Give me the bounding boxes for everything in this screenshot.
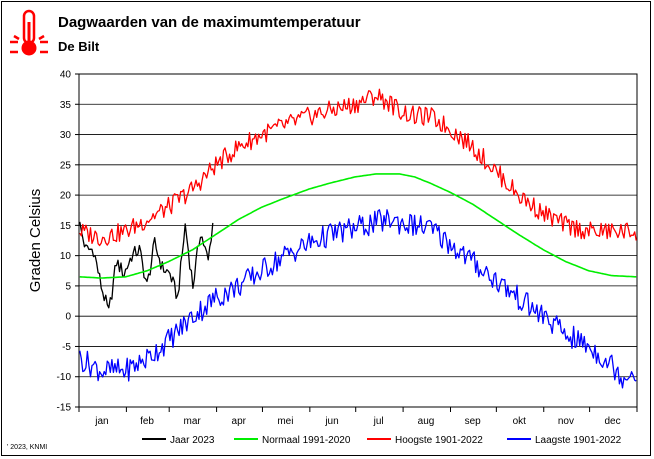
y-tick-label: 20 — [60, 191, 72, 202]
y-tick-label: 10 — [60, 251, 72, 262]
x-tick-label: mei — [277, 416, 293, 427]
y-tick-label: 40 — [60, 70, 72, 81]
x-tick-label: sep — [465, 416, 482, 427]
x-tick-label: dec — [604, 416, 620, 427]
series-line — [79, 88, 637, 247]
y-tick-label: 5 — [65, 281, 71, 292]
y-tick-label: 25 — [60, 160, 72, 171]
y-tick-label: -10 — [57, 372, 72, 383]
y-axis-label: Graden Celsius — [27, 189, 44, 292]
x-tick-label: jun — [324, 416, 338, 427]
legend-label: Normaal 1991-2020 — [262, 435, 351, 446]
x-tick-label: okt — [513, 416, 527, 427]
y-tick-label: 15 — [60, 221, 72, 232]
x-tick-label: feb — [140, 416, 154, 427]
x-tick-label: jan — [94, 416, 108, 427]
plot-area — [78, 73, 638, 408]
x-tick-label: nov — [558, 416, 574, 427]
legend-label: Laagste 1901-2022 — [535, 435, 622, 446]
thermometer-icon — [10, 9, 48, 56]
legend-label: Jaar 2023 — [170, 435, 215, 446]
y-tick-label: -15 — [57, 403, 72, 414]
x-tick-label: aug — [418, 416, 435, 427]
x-tick-label: jul — [373, 416, 384, 427]
x-tick-label: apr — [232, 416, 247, 427]
chart-subtitle: De Bilt — [58, 39, 100, 54]
y-tick-label: 30 — [60, 130, 72, 141]
y-tick-label: -5 — [62, 342, 71, 353]
legend-label: Hoogste 1901-2022 — [395, 435, 483, 446]
y-tick-label: 35 — [60, 100, 72, 111]
series-line — [79, 209, 637, 389]
y-tick-label: 0 — [65, 312, 71, 323]
x-tick-label: mar — [184, 416, 202, 427]
series-line — [79, 221, 214, 309]
series-line — [79, 173, 637, 279]
copyright-credit: ' 2023, KNMI — [7, 444, 48, 451]
chart-title: Dagwaarden van de maximumtemperatuur — [58, 14, 361, 31]
